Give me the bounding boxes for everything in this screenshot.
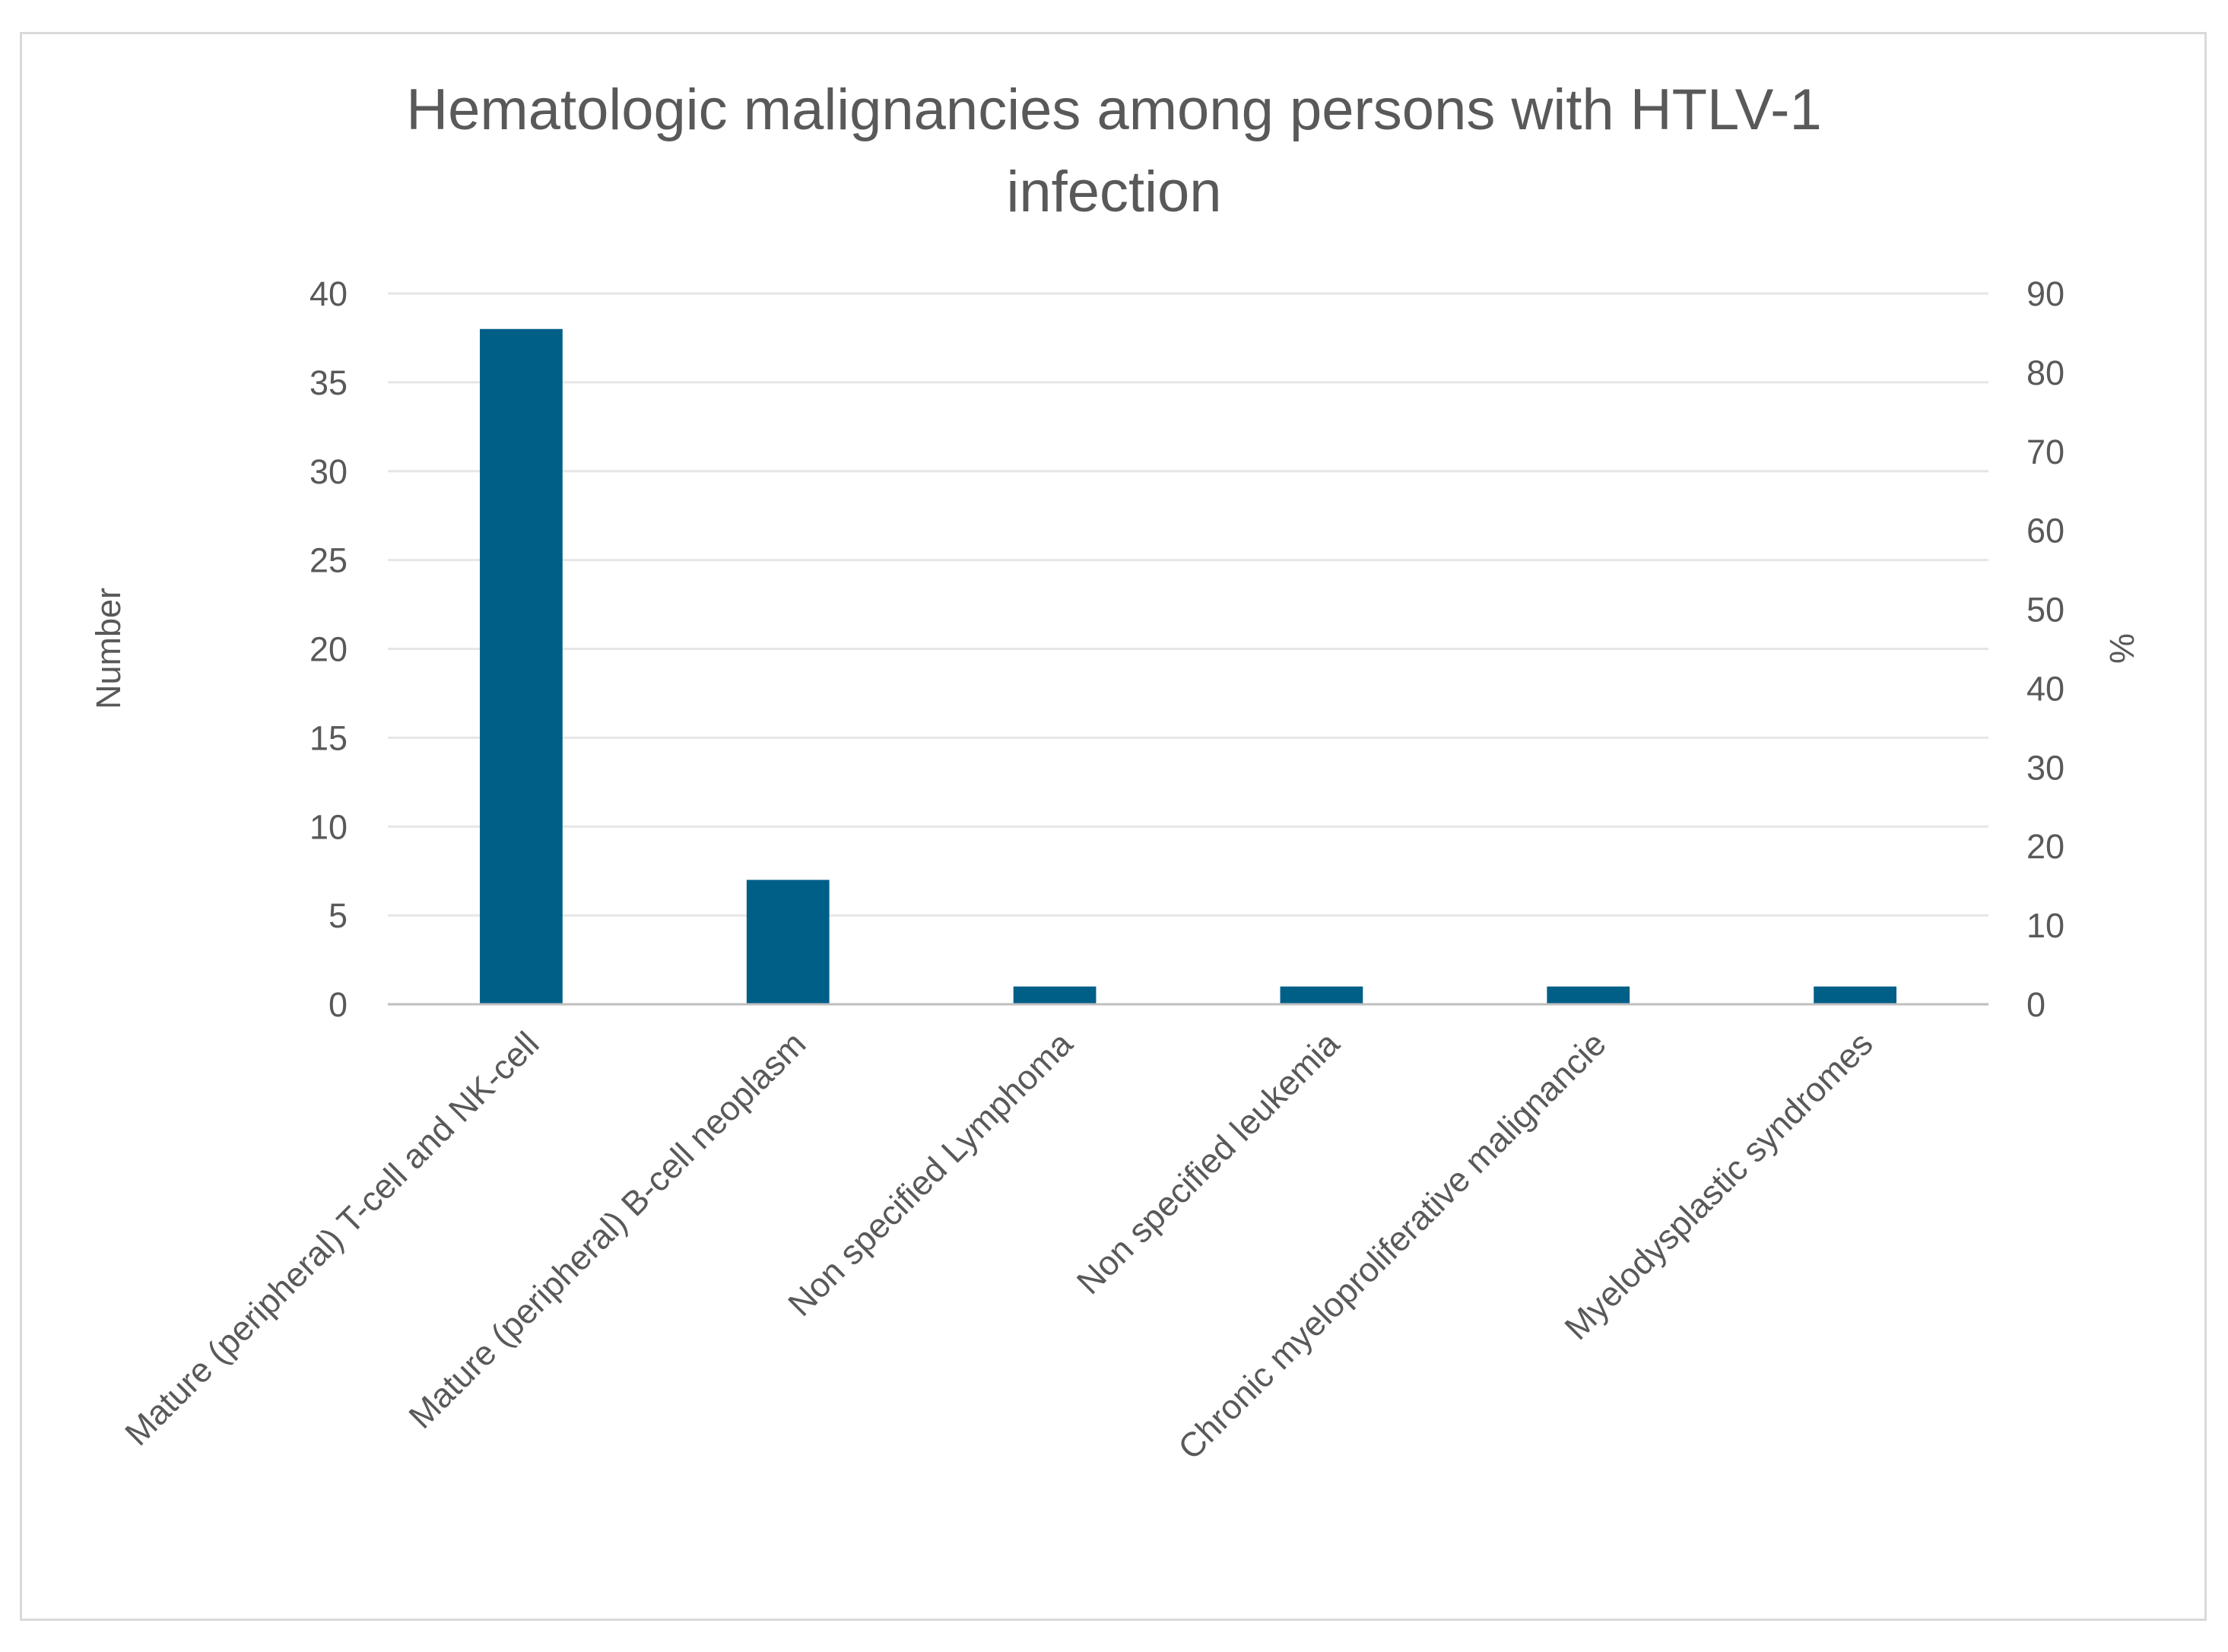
y2-tick-label: 40: [2026, 669, 2065, 708]
x-tick-label: Non specified leukemia: [1069, 1023, 1347, 1302]
y-tick-label: 40: [309, 274, 348, 313]
bar: [1814, 986, 1896, 1004]
bar: [746, 880, 830, 1004]
y-tick-label: 20: [309, 630, 348, 669]
chart-title-line-2: infection: [1006, 160, 1221, 224]
y-tick-label: 15: [309, 718, 348, 757]
y-axis-title: Number: [89, 588, 128, 709]
x-tick-label: Non specified Lymphoma: [780, 1023, 1081, 1324]
y-tick-label: 30: [309, 452, 348, 491]
y-tick-label: 35: [309, 363, 348, 402]
chart-title-line-1: Hematologic malignancies among persons w…: [406, 78, 1821, 142]
y2-tick-label: 0: [2026, 985, 2046, 1024]
y-tick-label: 10: [309, 807, 348, 846]
y2-tick-label: 20: [2026, 827, 2065, 866]
y2-tick-label: 90: [2026, 274, 2065, 313]
y-tick-label: 5: [328, 896, 348, 935]
gridlines: [388, 292, 1988, 917]
bar: [480, 328, 563, 1004]
y2-tick-label: 50: [2026, 591, 2065, 629]
x-tick-label: Myelodysplastic syndromes: [1557, 1024, 1880, 1347]
y-tick-label: 25: [309, 541, 348, 580]
x-tick-label: Mature (peripheral) T-cell and NK-cell: [117, 1024, 546, 1453]
x-tick-label: Chronic myeloproliferative malignancie: [1170, 1024, 1614, 1467]
bar: [1013, 986, 1097, 1004]
bar: [1547, 986, 1630, 1004]
y-tick-label: 0: [328, 985, 348, 1024]
y2-tick-label: 70: [2026, 433, 2065, 471]
y2-tick-label: 60: [2026, 512, 2065, 550]
y2-axis-title: %: [2103, 633, 2141, 664]
y2-tick-label: 30: [2026, 748, 2065, 787]
bar: [1280, 986, 1363, 1004]
y2-tick-label: 10: [2026, 906, 2065, 945]
bars: [480, 328, 1896, 1004]
y2-tick-label: 80: [2026, 354, 2065, 392]
tick-labels: 0 5 10 15 20 25 30 35 40 0 10 20 30 40 50 60 70 80 90 Matur…: [117, 274, 2065, 1467]
